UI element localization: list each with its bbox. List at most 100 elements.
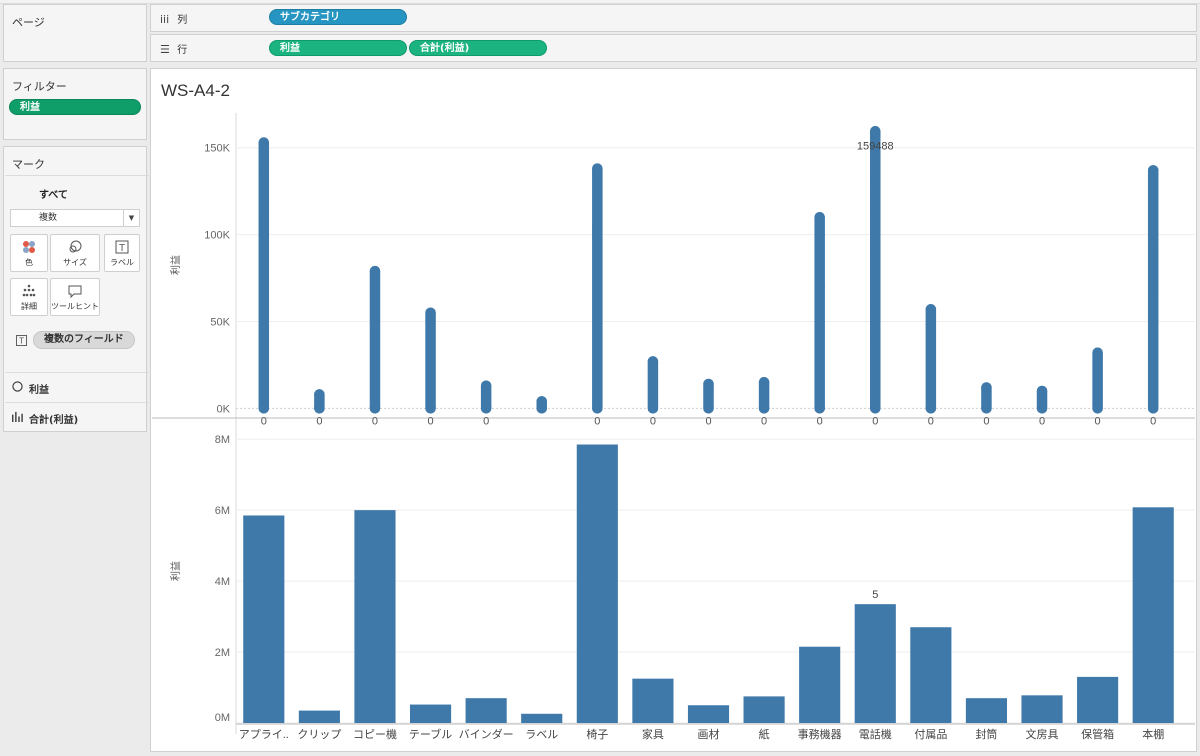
- marks-panel-title: マーク: [12, 158, 45, 171]
- scatter-point: [1148, 248, 1159, 259]
- tooltip-button[interactable]: ツールヒント: [50, 278, 100, 316]
- color-icon: [23, 241, 35, 253]
- pill-sum-profit[interactable]: 合計(利益): [409, 40, 547, 56]
- scatter-point: [369, 403, 381, 414]
- scatter-point: [703, 378, 714, 390]
- marks-card-profit-label: 利益: [29, 385, 49, 396]
- scatter-point: [480, 380, 492, 391]
- scatter-point: [1036, 403, 1048, 414]
- x-tick-label: ラベル: [525, 729, 558, 741]
- detail-button[interactable]: 詳細: [10, 278, 48, 316]
- x-tick-label: 文房具: [1026, 727, 1059, 741]
- columns-shelf[interactable]: iii 列 サブカテゴリ: [150, 4, 1197, 32]
- scatter-point: [814, 403, 825, 414]
- color-button[interactable]: 色: [10, 234, 48, 272]
- zero-label: 0: [761, 415, 767, 427]
- zero-label: 0: [872, 415, 878, 427]
- label-button[interactable]: T ラベル: [104, 234, 140, 272]
- text-field-icon: T: [16, 335, 27, 346]
- marks-card-profit[interactable]: 利益: [4, 373, 146, 401]
- x-tick-label: 椅子: [586, 727, 608, 741]
- scatter-point: [925, 403, 937, 414]
- svg-text:T: T: [19, 337, 24, 346]
- x-tick-label: 家具: [642, 727, 664, 741]
- scatter-point: [981, 382, 992, 393]
- marks-all-tab[interactable]: すべて: [39, 190, 68, 201]
- zero-label: 0: [983, 415, 989, 427]
- bar: [687, 705, 730, 723]
- detail-icon: [22, 284, 36, 297]
- bar-chart-icon: [12, 411, 23, 422]
- scatter-point: [258, 403, 269, 414]
- scatter-point: [870, 192, 881, 204]
- tooltip-icon: [68, 285, 82, 298]
- scatter-point: [870, 274, 881, 285]
- label-icon: T: [115, 240, 129, 254]
- worksheet-title: WS-A4-2: [161, 81, 230, 100]
- pill-profit[interactable]: 利益: [269, 40, 407, 56]
- scatter-point: [870, 300, 881, 312]
- pill-subcategory[interactable]: サブカテゴリ: [269, 9, 407, 25]
- zero-label: 0: [705, 415, 711, 427]
- size-button-label: サイズ: [63, 258, 87, 267]
- zero-label: 0: [316, 415, 322, 427]
- columns-icon: iii: [160, 13, 170, 26]
- y-tick-label: 100K: [204, 230, 230, 242]
- x-tick-label: 電話機: [859, 727, 892, 741]
- x-tick-label: コピー機: [353, 727, 397, 741]
- x-tick-label: テーブル: [409, 727, 452, 741]
- zero-label: 0: [817, 415, 823, 427]
- bar-annotation: 5: [872, 589, 878, 601]
- bar: [965, 698, 1008, 723]
- marks-card-sum-profit[interactable]: 合計(利益): [4, 403, 146, 431]
- bar: [1132, 507, 1174, 723]
- size-button[interactable]: サイズ: [50, 234, 100, 272]
- scatter-point: [425, 307, 436, 318]
- multiple-fields-pill[interactable]: 複数のフィールド: [33, 331, 135, 349]
- divider: [5, 402, 149, 403]
- scatter-point: [814, 212, 825, 223]
- y-tick-label: 6M: [215, 505, 230, 517]
- scatter-point: [480, 403, 492, 414]
- bar: [243, 515, 285, 723]
- pages-panel: ページ: [3, 4, 147, 62]
- filters-panel: フィルター 利益: [3, 68, 147, 140]
- zero-label: 0: [372, 415, 378, 427]
- detail-button-label: 詳細: [21, 302, 37, 311]
- marks-card-sum-profit-label: 合計(利益): [29, 415, 79, 426]
- bar: [409, 704, 452, 723]
- scatter-point: [703, 403, 714, 414]
- columns-shelf-label: iii 列: [160, 11, 187, 26]
- x-tick-label: 本棚: [1142, 727, 1164, 741]
- y-axis-title: 利益: [169, 255, 182, 275]
- x-tick-label: アプライ..: [239, 728, 289, 741]
- zero-label: 0: [261, 415, 267, 427]
- scatter-point: [870, 225, 881, 237]
- tooltip-button-label: ツールヒント: [51, 302, 99, 311]
- svg-text:T: T: [119, 243, 125, 254]
- zero-label: 0: [650, 415, 656, 427]
- scatter-point: [1148, 165, 1159, 176]
- scatter-point: [258, 231, 269, 242]
- scatter-point: [258, 137, 269, 148]
- bar: [298, 710, 340, 723]
- x-tick-label: 保管箱: [1081, 727, 1114, 741]
- x-tick-label: バインダー: [459, 727, 514, 741]
- scatter-point: [925, 319, 937, 331]
- x-tick-label: 付属品: [914, 728, 947, 741]
- rows-shelf[interactable]: ☰ 行 利益 合計(利益): [150, 34, 1197, 62]
- scatter-point: [1092, 352, 1103, 364]
- y-tick-label: 2M: [215, 647, 230, 659]
- scatter-point: [1036, 385, 1048, 397]
- size-icon: [69, 240, 82, 253]
- zero-label: 0: [928, 415, 934, 427]
- filter-pill-profit[interactable]: 利益: [9, 99, 141, 115]
- bar: [632, 678, 674, 723]
- scatter-point: [870, 258, 881, 270]
- zero-label: 0: [1039, 415, 1045, 427]
- y-tick-label: 0K: [217, 403, 231, 415]
- circle-icon: [12, 381, 23, 392]
- y-tick-label: 4M: [215, 576, 230, 588]
- chevron-down-icon: ▼: [123, 210, 139, 226]
- mark-type-dropdown[interactable]: 複数 ▼: [10, 209, 140, 227]
